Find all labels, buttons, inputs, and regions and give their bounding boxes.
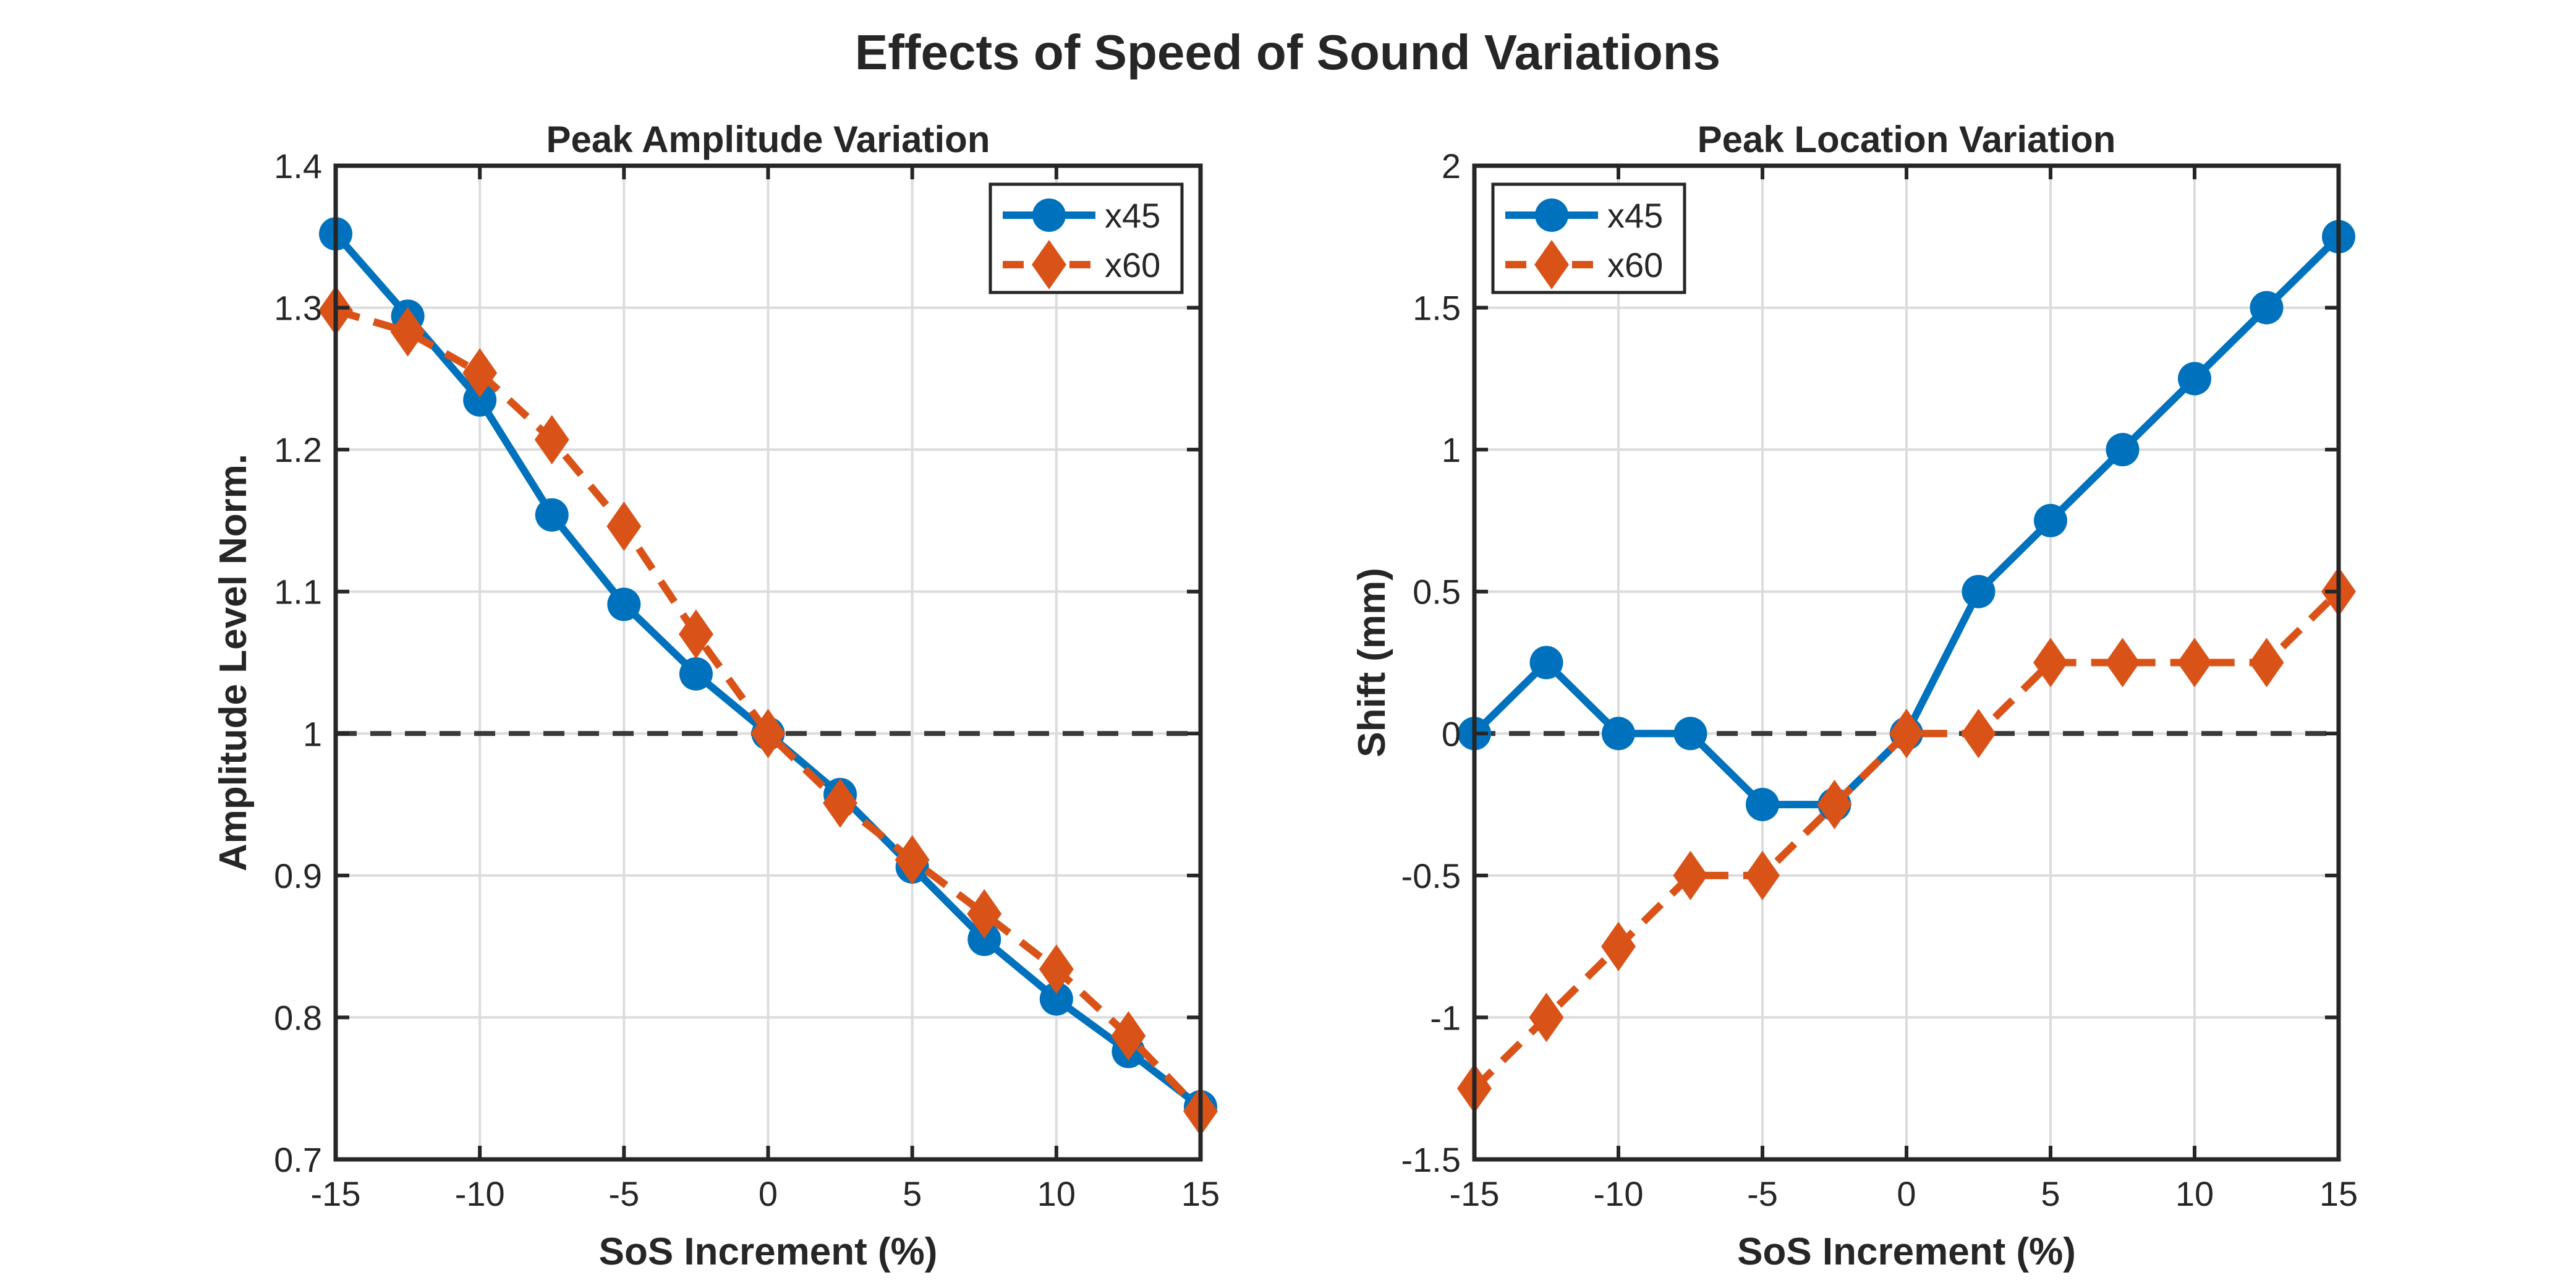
amplitude-point-x45 [463, 383, 497, 417]
amplitude-y-tick-label: 1.2 [274, 430, 322, 469]
location-point-x45 [2250, 291, 2284, 325]
amplitude-point-x45 [535, 498, 569, 532]
location-y-tick-label: -1 [1430, 998, 1461, 1037]
amplitude-point-x45 [679, 657, 713, 691]
location-grid [1474, 166, 2339, 1159]
location-plot-title: Peak Location Variation [1698, 119, 2116, 160]
amplitude-x-tick-label: -10 [455, 1174, 505, 1213]
location-point-x60 [1961, 709, 1996, 759]
location-point-x60 [2177, 638, 2212, 688]
amplitude-x-tick-label: 0 [759, 1174, 778, 1213]
location-y-tick-label: -1.5 [1401, 1140, 1461, 1179]
location-point-x60 [1889, 709, 1924, 759]
location-point-x60 [1673, 850, 1708, 900]
amplitude-point-x60 [750, 709, 786, 759]
location-y-axis-label: Shift (mm) [1351, 568, 1393, 757]
amplitude-y-tick-label: 1.4 [274, 147, 322, 186]
location-x-tick-label: -10 [1594, 1174, 1644, 1213]
location-point-x45 [1962, 574, 1996, 608]
location-y-tick-label: -0.5 [1401, 856, 1461, 895]
amplitude-point-x60 [895, 835, 930, 885]
location-point-x45 [1529, 646, 1563, 680]
location-x-tick-label: 5 [2041, 1174, 2060, 1213]
location-y-tick-label: 0 [1442, 714, 1461, 753]
location-y-tick-label: 2 [1442, 147, 1461, 186]
location-x-tick-label: 15 [2319, 1174, 2358, 1213]
location-x-axis-label: SoS Increment (%) [1737, 1230, 2076, 1273]
location-legend-label-x60: x60 [1607, 245, 1663, 284]
location-point-x45 [2178, 362, 2211, 396]
amplitude-point-x60 [1039, 944, 1074, 994]
amplitude-grid [336, 166, 1201, 1159]
location-legend-label-x45: x45 [1607, 196, 1663, 235]
amplitude-y-axis-label: Amplitude Level Norm. [212, 454, 255, 871]
amplitude-point-x60 [1111, 1011, 1146, 1061]
location-point-x60 [2105, 638, 2140, 688]
location-x-tick-label: 10 [2175, 1174, 2214, 1213]
amplitude-point-x60 [967, 889, 1002, 939]
amplitude-plot-title: Peak Amplitude Variation [546, 119, 990, 160]
amplitude-legend-marker-x45 [1032, 198, 1066, 232]
amplitude-y-tick-label: 1.3 [274, 289, 322, 328]
amplitude-point-x60 [606, 501, 642, 552]
location-point-x60 [1601, 921, 1636, 971]
amplitude-y-tick-label: 0.9 [274, 856, 322, 895]
amplitude-point-x60 [462, 348, 498, 398]
location-point-x45 [2106, 433, 2140, 467]
amplitude-point-x60 [390, 307, 425, 357]
location-point-x60 [1745, 850, 1780, 900]
amplitude-y-tick-label: 0.8 [274, 998, 322, 1037]
location-y-tick-label: 1.5 [1413, 289, 1461, 328]
amplitude-plot: -15 -10 -5 0 5 10 15 0.7 0.8 0.9 1 1.1 1.2 1.3 1.4 Pea… [212, 119, 1220, 1273]
amplitude-point-x60 [823, 778, 858, 828]
location-point-x45 [1746, 788, 1779, 822]
location-ticks: -15 -10 -5 0 5 10 15 -1.5 -1 -0.5 0 0.5 1 1.5 2 [1401, 147, 2358, 1213]
amplitude-series [318, 217, 1218, 1136]
location-point-x60 [1817, 780, 1852, 830]
location-legend-marker-x45 [1535, 198, 1568, 232]
location-x-tick-label: -5 [1747, 1174, 1778, 1213]
amplitude-ticks: -15 -10 -5 0 5 10 15 0.7 0.8 0.9 1 1.1 1.2 1.3 1.4 [274, 147, 1220, 1213]
amplitude-point-x45 [1039, 982, 1073, 1016]
amplitude-legend-marker-x60 [1032, 240, 1066, 289]
amplitude-y-tick-label: 0.7 [274, 1140, 322, 1179]
amplitude-x-tick-label: 10 [1037, 1174, 1076, 1213]
amplitude-legend-box [988, 182, 1184, 294]
amplitude-point-x45 [607, 587, 641, 621]
location-x-tick-label: -15 [1450, 1174, 1500, 1213]
location-point-x45 [1602, 717, 1635, 751]
location-legend-marker-x60 [1534, 240, 1569, 289]
figure-title: Effects of Speed of Sound Variations [855, 25, 1720, 80]
location-point-x60 [2249, 638, 2284, 688]
location-point-x45 [2034, 503, 2067, 537]
amplitude-y-tick-label: 1.1 [274, 573, 322, 612]
location-plot: -15 -10 -5 0 5 10 15 -1.5 -1 -0.5 0 0.5 1 1.5 2 Peak L… [1351, 119, 2358, 1273]
amplitude-x-axis-label: SoS Increment (%) [599, 1230, 938, 1273]
location-point-x60 [2033, 638, 2068, 688]
amplitude-x-tick-label: 15 [1181, 1174, 1220, 1213]
amplitude-point-x45 [967, 923, 1001, 957]
location-point-x45 [1673, 717, 1707, 751]
location-series [1457, 220, 2356, 1114]
amplitude-point-x60 [678, 609, 713, 659]
location-y-tick-label: 1 [1442, 430, 1461, 469]
amplitude-legend-label-x45: x45 [1105, 196, 1160, 235]
location-legend-box [1491, 182, 1686, 294]
amplitude-point-x60 [534, 415, 569, 465]
amplitude-y-tick-label: 1 [303, 714, 322, 753]
location-point-x60 [1529, 992, 1564, 1043]
amplitude-x-tick-label: -15 [311, 1174, 361, 1213]
amplitude-legend-label-x60: x60 [1105, 245, 1160, 284]
location-x-tick-label: 0 [1897, 1174, 1916, 1213]
amplitude-x-tick-label: 5 [903, 1174, 922, 1213]
location-y-tick-label: 0.5 [1413, 573, 1461, 612]
amplitude-x-tick-label: -5 [608, 1174, 639, 1213]
